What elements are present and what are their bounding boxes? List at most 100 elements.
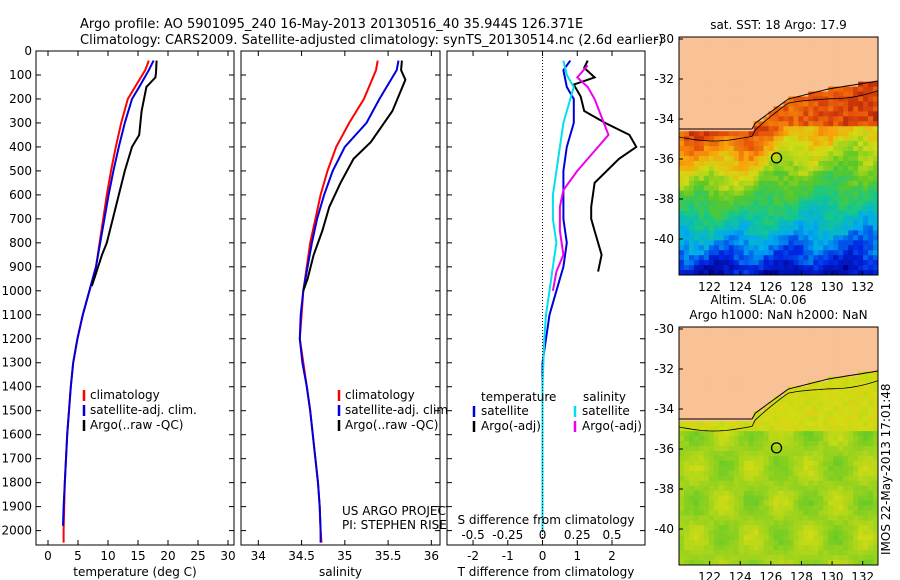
map-cell — [679, 240, 685, 246]
map-cell — [783, 441, 789, 447]
x-tick-label: 30 — [220, 549, 235, 563]
map-cell — [748, 391, 755, 397]
map-cell — [778, 505, 784, 511]
map-cell — [838, 121, 844, 127]
map-cell — [793, 520, 799, 526]
map-cell — [738, 490, 745, 496]
map-cell — [863, 411, 869, 417]
map-cell — [758, 550, 764, 556]
map-cell — [683, 510, 690, 516]
map-cell — [783, 361, 789, 368]
map-cell — [753, 371, 760, 377]
map-cell — [718, 61, 725, 68]
map-cell — [723, 505, 730, 511]
map-cell — [738, 220, 745, 226]
map-cell — [703, 436, 710, 442]
map-cell — [858, 381, 864, 387]
map-cell — [858, 101, 864, 107]
map-cell — [863, 436, 869, 442]
map-cell — [698, 515, 705, 521]
map-cell — [818, 411, 824, 417]
map-cell — [828, 185, 834, 192]
map-cell — [823, 265, 829, 271]
map-cell — [743, 411, 750, 417]
map-cell — [828, 431, 834, 437]
map-cell — [733, 446, 740, 452]
map-cell — [733, 485, 740, 492]
s-tick-label: 0 — [539, 528, 547, 542]
map-cell — [818, 470, 824, 477]
map-cell — [818, 416, 824, 422]
map-cell — [743, 41, 750, 48]
map-cell — [728, 175, 735, 182]
map-cell — [788, 61, 794, 68]
map-cell — [773, 505, 779, 511]
map-cell — [778, 200, 784, 206]
map-cell — [713, 116, 720, 122]
map-cell — [728, 255, 735, 261]
map-cell — [679, 205, 685, 211]
map-cell — [828, 91, 834, 97]
map-cell — [833, 426, 839, 432]
map-cell — [773, 406, 779, 412]
map-cell — [708, 475, 715, 482]
map-cell — [763, 406, 769, 412]
map-cell — [858, 500, 864, 506]
map-cell — [748, 230, 755, 236]
map-cell — [713, 510, 720, 516]
map-cell — [758, 475, 764, 482]
map-cell — [693, 386, 700, 392]
map-cell — [838, 235, 844, 241]
map-cell — [708, 265, 715, 271]
map-cell — [738, 485, 745, 492]
map-cell — [758, 520, 764, 526]
map-cell — [788, 265, 794, 271]
map-cell — [753, 195, 760, 202]
map-cell — [818, 515, 824, 521]
map-cell — [738, 525, 745, 531]
map-cell — [793, 490, 799, 496]
map-cell — [793, 56, 799, 63]
map-cell — [823, 525, 829, 531]
map-cell — [773, 51, 779, 58]
map-cell — [748, 51, 755, 58]
map-cell — [808, 455, 814, 462]
map-cell — [743, 235, 750, 241]
map-cell — [713, 331, 720, 338]
map-cell — [838, 361, 844, 368]
map-cell — [773, 185, 779, 192]
map-cell — [818, 361, 824, 368]
map-cell — [723, 215, 730, 221]
map-cell — [853, 341, 859, 348]
map-cell — [778, 500, 784, 506]
map-cell — [698, 475, 705, 482]
map-cell — [688, 215, 695, 221]
map-cell — [688, 265, 695, 271]
map-cell — [763, 520, 769, 526]
profile-panel-2: 34 34.5 35 35.5 36salinityclimatologysatelli… — [240, 50, 455, 579]
map-cell — [763, 106, 769, 112]
map-cell — [718, 146, 725, 152]
map-cell — [793, 106, 799, 112]
map-cell — [863, 401, 869, 407]
map-cell — [808, 480, 814, 487]
map-cell — [728, 450, 735, 457]
map-cell — [778, 250, 784, 256]
map-cell — [679, 450, 685, 457]
map-cell — [763, 455, 769, 462]
map-cell — [688, 540, 695, 546]
map-cell — [679, 396, 685, 402]
map-cell — [758, 426, 764, 432]
map-cell — [743, 341, 750, 348]
map-cell — [679, 215, 685, 221]
map-cell — [703, 185, 710, 192]
map-cell — [768, 530, 774, 536]
map-cell — [748, 190, 755, 197]
map-cell — [679, 460, 685, 467]
map-cell — [783, 436, 789, 442]
map-cell — [768, 101, 774, 107]
map-cell — [818, 121, 824, 127]
map-cell — [723, 41, 730, 48]
map-cell — [753, 351, 760, 358]
map-cell — [723, 46, 730, 53]
